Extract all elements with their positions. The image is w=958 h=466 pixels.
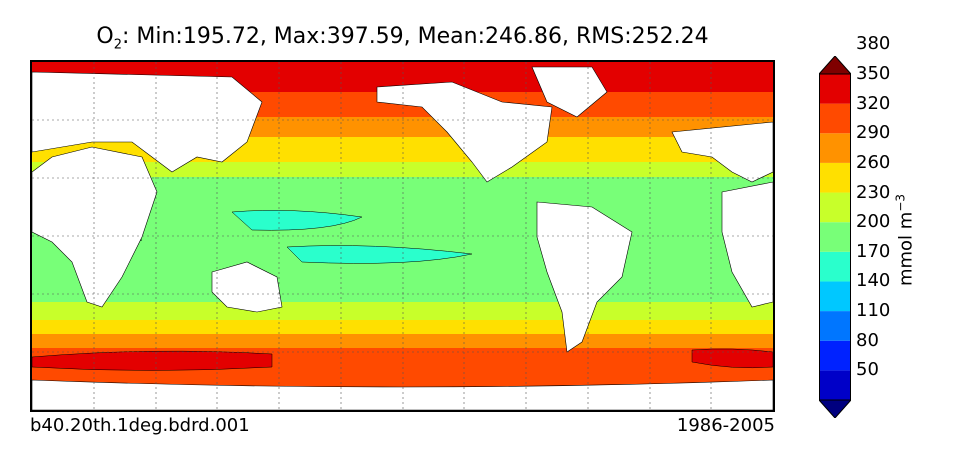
colorbar-tick-label: 320 [856,92,891,114]
title-stats: : Min:195.72, Max:397.59, Mean:246.86, R… [121,24,709,49]
colorbar-segment [819,281,851,312]
land-north-america [376,81,553,183]
low-o2-pacific-south [286,245,473,264]
colorbar-tick-label: 140 [856,270,891,292]
colorbar-extend-max [819,56,851,75]
colorbar-tick-label: 80 [856,329,879,351]
band-south-subtrop [32,320,773,334]
colorbar-segment [819,74,851,104]
band-south-mid [32,334,773,348]
colorbar-segment [819,162,851,193]
colorbar-tick-label: 200 [856,211,891,233]
colorbar-extend-min [819,399,851,418]
colorbar-tick-label: 230 [856,181,891,203]
colorbar-segment [819,370,851,400]
graticule [32,62,773,410]
land-south-america [536,201,633,353]
units-exponent: −3 [893,193,908,212]
colorbar-segment [819,251,851,282]
colorbar-segment [819,340,851,371]
land-greenland [531,66,608,118]
colorbar-segment [819,222,851,252]
land-australia [211,261,283,313]
colorbar-tick-label: 290 [856,122,891,144]
colorbar-segments [819,56,851,418]
map-canvas [32,62,773,410]
land-africa [32,146,158,308]
band-tropics [32,177,773,302]
colorbar-tick-label: 380 [856,33,891,55]
title-subscript: 2 [113,37,122,53]
colorbar-segment [819,103,851,134]
band-south-transition [32,302,773,320]
land-africa-east [721,181,773,308]
colorbar-tick-label: 170 [856,240,891,262]
time-period: 1986-2005 [676,415,775,436]
plot-title: O2: Min:195.72, Max:397.59, Mean:246.86,… [30,24,775,52]
title-variable: O [96,24,114,49]
colorbar [819,56,851,418]
land-eurasia [32,71,263,173]
case-name: b40.20th.1deg.bdrd.001 [30,415,250,436]
ocean-map [30,60,775,412]
colorbar-segment [819,192,851,223]
colorbar-segment [819,311,851,341]
low-o2-pacific-north [231,210,363,231]
land-europe-africa-east [671,121,773,183]
colorbar-tick-label: 260 [856,151,891,173]
high-o2-southern-east [691,348,773,369]
colorbar-tick-label: 350 [856,63,891,84]
colorbar-segment [819,133,851,163]
colorbar-labels: 50 80 110 140 170 200 230 260 290 320 350 380 [856,35,916,418]
colorbar-tick-label: 50 [856,359,879,381]
colorbar-frame [819,73,851,401]
colorbar-tick-label: 110 [856,300,891,322]
units-label: mmol m−3 [894,194,917,286]
units-text: mmol m [895,211,917,287]
